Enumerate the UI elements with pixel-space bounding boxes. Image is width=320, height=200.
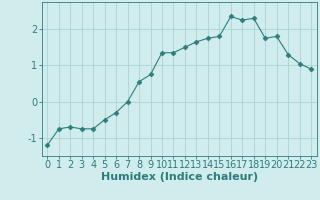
- X-axis label: Humidex (Indice chaleur): Humidex (Indice chaleur): [100, 172, 258, 182]
